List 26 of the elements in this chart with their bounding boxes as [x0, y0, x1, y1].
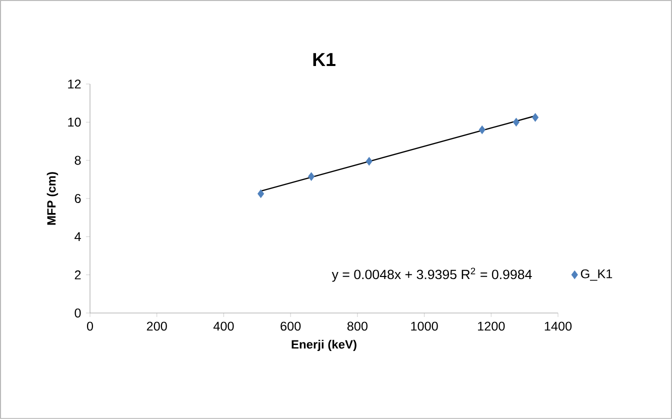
y-tick-label: 10 [68, 118, 81, 127]
x-tick-label: 1200 [478, 322, 505, 331]
point [366, 157, 372, 166]
x-tick-label: 800 [347, 322, 368, 331]
x-axis-title: Enerji (keV) [292, 340, 356, 352]
annotation: y = 0.0048x + 3.9395 R$^{2}$ = 0.9984 [332, 268, 532, 282]
point [478, 126, 486, 134]
x-tick-label: 1000 [411, 322, 438, 331]
y-tick-label: 12 [68, 80, 81, 88]
y-tick-label: 2 [74, 270, 81, 280]
y-tick-label: 8 [74, 156, 81, 165]
x-tick-label: 1400 [544, 322, 572, 331]
x-tick-label: 0 [86, 322, 94, 331]
x-tick-label: 400 [213, 322, 234, 331]
chart-title: K1 [313, 53, 336, 66]
point [308, 172, 315, 181]
x-tick-label: 600 [280, 322, 301, 331]
point [258, 189, 264, 198]
legend-label: G_K1 [580, 269, 612, 281]
y-tick-label: 0 [74, 308, 81, 318]
y-tick-label: 6 [74, 194, 81, 203]
point [532, 113, 539, 122]
y-tick-label: 4 [74, 232, 81, 242]
x-tick-label: 200 [146, 322, 167, 331]
y-axis-title: MFP (cm) [46, 172, 58, 225]
point [512, 118, 520, 126]
